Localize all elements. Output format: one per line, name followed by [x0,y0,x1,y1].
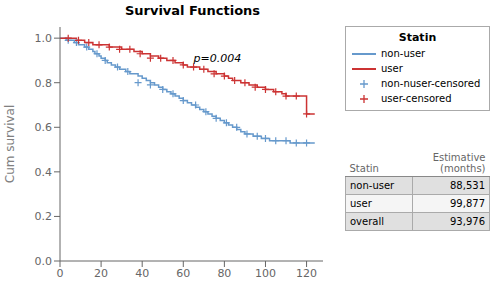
svg-text:0.4: 0.4 [35,166,53,179]
svg-text:0.6: 0.6 [35,121,53,134]
svg-text:60: 60 [176,267,190,280]
svg-text:Cum survival: Cum survival [8,105,17,184]
svg-text:0.0: 0.0 [35,255,53,268]
html-text:Statin: Statin [398,31,437,44]
html-text:non-nuser-censored: non-nuser-censored [381,78,481,89]
html-text:user: user [350,198,372,209]
svg-text:120: 120 [296,267,317,280]
svg-text:p=0.004: p=0.004 [193,52,242,65]
svg-text:40: 40 [135,267,149,280]
html-text:Survival Functions: Survival Functions [124,3,261,18]
svg-text:20: 20 [94,267,108,280]
html-text:88,531: 88,531 [450,180,485,191]
svg-text:100: 100 [255,267,276,280]
html-text:user: user [381,63,403,74]
svg-text:80: 80 [217,267,231,280]
html-text:non-user: non-user [350,180,395,191]
svg-text:0.2: 0.2 [35,210,53,223]
html-text:99,877: 99,877 [450,198,485,209]
svg-text:1.0: 1.0 [35,32,53,45]
html-text:user-censored: user-censored [381,93,452,104]
html-text:non-user: non-user [381,48,426,59]
svg-text:0: 0 [57,267,64,280]
svg-text:0.8: 0.8 [35,77,53,90]
html-text:Estimative (months): Estimative (months) [432,152,486,174]
html-text:overall: overall [350,216,384,227]
html-text:Statin: Statin [349,163,379,174]
html-text:93,976: 93,976 [450,216,485,227]
